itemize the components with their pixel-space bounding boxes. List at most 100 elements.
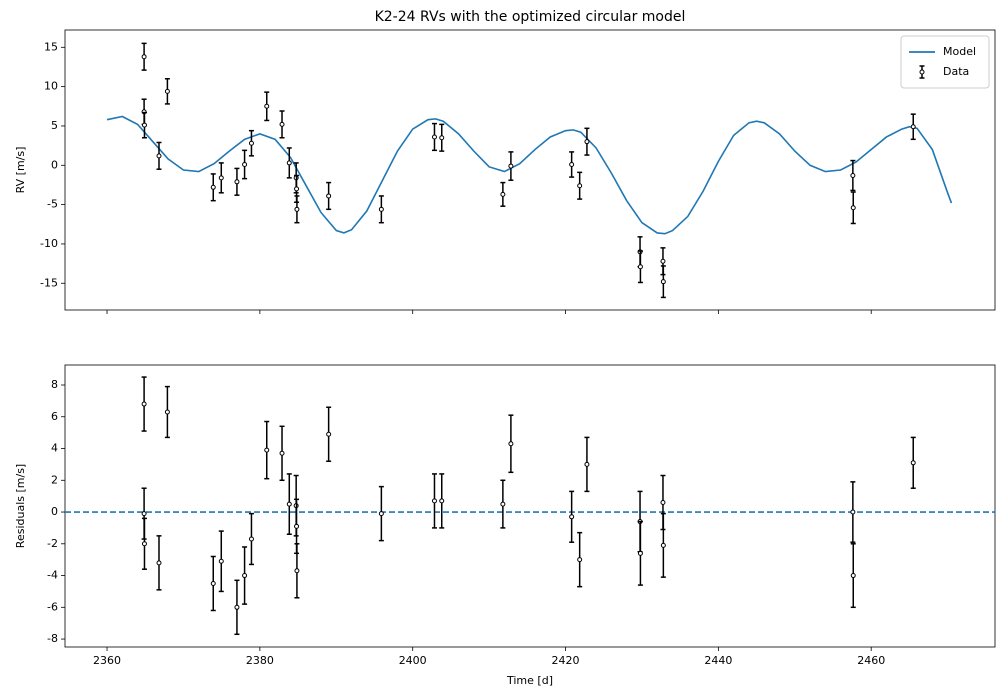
- data-marker: [431, 134, 437, 140]
- data-marker: [286, 501, 292, 507]
- data-marker: [584, 461, 590, 467]
- data-marker: [156, 153, 162, 159]
- data-point: [294, 543, 300, 599]
- data-point: [850, 543, 856, 609]
- data-marker: [294, 186, 300, 192]
- data-marker: [210, 580, 216, 586]
- data-point: [431, 473, 437, 529]
- data-marker: [850, 205, 856, 211]
- y-tick-label: -5: [47, 198, 58, 211]
- x-tick-label: 2420: [552, 654, 580, 667]
- y-tick-label: 6: [51, 410, 58, 423]
- data-marker: [234, 604, 240, 610]
- y-tick-label: 10: [44, 80, 58, 93]
- data-marker: [431, 498, 437, 504]
- data-point: [439, 473, 445, 529]
- data-point: [637, 520, 643, 586]
- data-point: [210, 173, 216, 202]
- data-marker: [156, 560, 162, 566]
- data-marker: [294, 206, 300, 212]
- data-marker: [660, 500, 666, 506]
- y-tick-label: 8: [51, 378, 58, 391]
- y-tick-label: -8: [47, 632, 58, 645]
- plot-frame: [64, 364, 996, 648]
- data-marker: [141, 511, 147, 517]
- data-marker: [850, 573, 856, 579]
- data-marker: [286, 160, 292, 166]
- data-point: [141, 111, 147, 139]
- data-marker: [378, 206, 384, 212]
- data-marker: [264, 103, 270, 109]
- y-tick-label: 0: [51, 158, 58, 171]
- data-marker: [141, 401, 147, 407]
- data-point: [234, 167, 240, 196]
- panel: Residuals [m/s] Time [d] 2360 2380 2400 2420 2…: [14, 364, 996, 687]
- legend-label: Data: [943, 65, 969, 78]
- data-point: [378, 485, 384, 542]
- y-tick-label: 2: [51, 473, 58, 486]
- data-marker: [569, 514, 575, 520]
- data-marker: [850, 173, 856, 179]
- data-point: [248, 129, 254, 157]
- data-marker: [234, 179, 240, 185]
- plot-frame: [64, 29, 996, 311]
- data-marker: [164, 88, 170, 94]
- data-point: [637, 250, 643, 284]
- data-point: [378, 195, 384, 224]
- data-point: [850, 159, 856, 192]
- data-point: [286, 473, 292, 536]
- data-point: [242, 546, 248, 605]
- data-marker: [242, 161, 248, 167]
- y-tick-label: 5: [51, 119, 58, 132]
- y-tick-label: -2: [47, 537, 58, 550]
- data-marker: [660, 279, 666, 285]
- data-marker: [210, 184, 216, 190]
- legend: Model Data: [900, 35, 990, 89]
- data-marker: [850, 509, 856, 515]
- y-axis-label: RV [m/s]: [14, 147, 27, 194]
- data-marker: [248, 536, 254, 542]
- data-marker: [569, 161, 575, 167]
- data-point: [508, 151, 514, 181]
- x-tick-label: 2400: [399, 654, 427, 667]
- data-marker: [218, 558, 224, 564]
- x-tick-label: 2360: [93, 654, 121, 667]
- data-marker: [141, 541, 147, 547]
- data-point: [294, 195, 300, 224]
- data-point: [210, 555, 216, 612]
- data-point: [141, 376, 147, 432]
- data-point: [242, 149, 248, 180]
- data-marker: [660, 258, 666, 264]
- x-tick-label: 2460: [857, 654, 885, 667]
- y-tick-label: -10: [40, 237, 58, 250]
- data-point: [264, 420, 270, 480]
- data-point: [910, 113, 916, 141]
- data-marker: [294, 523, 300, 529]
- data-marker: [577, 557, 583, 563]
- data-point: [850, 191, 856, 225]
- data-point: [500, 479, 506, 529]
- data-marker: [294, 568, 300, 574]
- data-point: [439, 123, 445, 152]
- data-point: [326, 181, 332, 211]
- y-tick-label: 0: [51, 505, 58, 518]
- data-point: [279, 425, 285, 482]
- data-point: [218, 162, 224, 194]
- data-point: [584, 436, 590, 493]
- legend-swatch: [919, 69, 925, 75]
- data-point: [234, 579, 240, 636]
- data-point: [500, 181, 506, 207]
- data-point: [660, 265, 666, 299]
- data-point: [569, 490, 575, 543]
- data-marker: [439, 498, 445, 504]
- y-axis-label: Residuals [m/s]: [14, 464, 27, 548]
- data-point: [577, 531, 583, 588]
- data-point: [279, 110, 285, 139]
- y-tick-label: -15: [40, 276, 58, 289]
- data-marker: [910, 124, 916, 130]
- data-point: [577, 171, 583, 200]
- x-tick-label: 2380: [246, 654, 274, 667]
- data-marker: [910, 460, 916, 466]
- data-marker: [141, 122, 147, 128]
- model-line: [106, 115, 953, 235]
